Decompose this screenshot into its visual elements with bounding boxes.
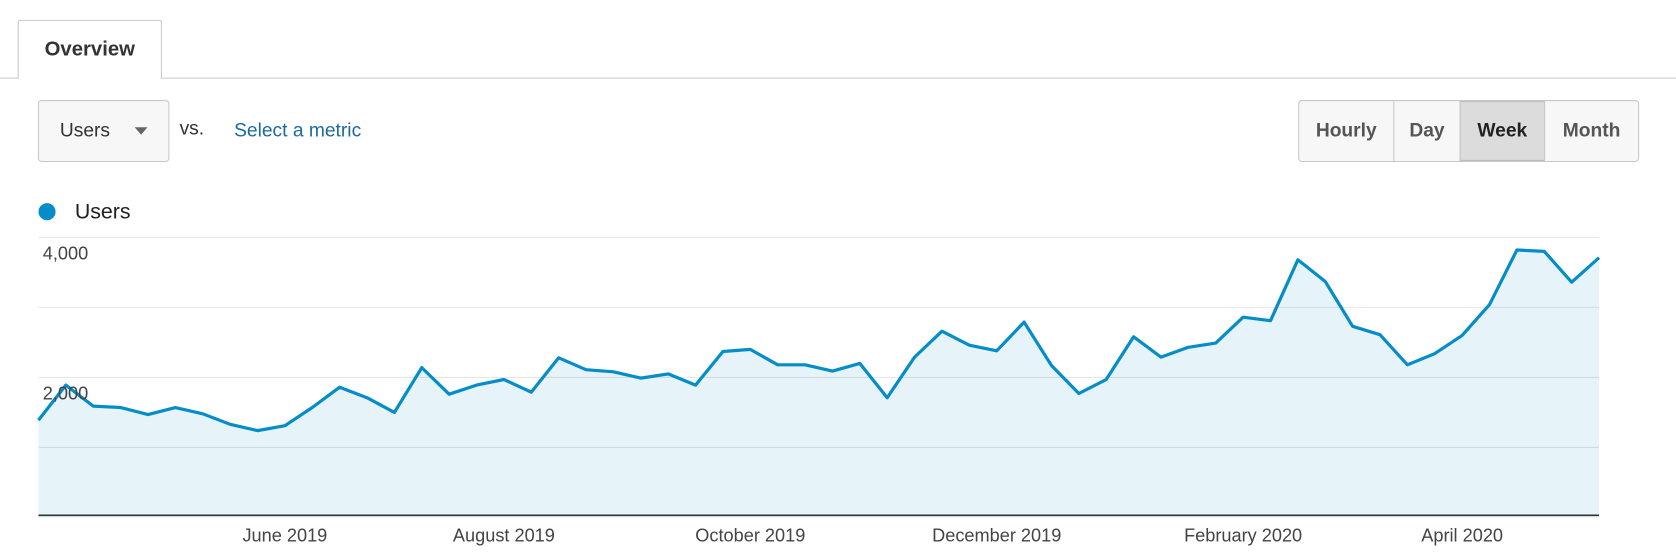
area-fill: [38, 249, 1600, 518]
granularity-button[interactable]: Month: [1563, 121, 1621, 142]
tab[interactable]: [17, 19, 162, 79]
select-metric-link[interactable]: Select a metric: [234, 121, 361, 142]
x-tick-label: June 2019: [242, 525, 327, 545]
tab-label[interactable]: Overview: [45, 39, 135, 61]
y-tick-label: 4,000: [43, 243, 88, 263]
y-tick-label: 2,000: [43, 383, 88, 403]
vs-label: vs.: [180, 119, 205, 140]
button-selected[interactable]: [1459, 101, 1546, 161]
x-tick-label: August 2019: [453, 525, 555, 545]
x-tick-label: October 2019: [695, 525, 805, 545]
x-tick-label: December 2019: [932, 525, 1061, 545]
chart: Users 2,000 4,000 June 2019 August 2019 Octob…: [37, 199, 1601, 545]
legend-marker: [38, 203, 56, 221]
metric-dropdown[interactable]: [37, 100, 170, 163]
x-tick-label: February 2020: [1184, 525, 1302, 545]
legend-label: Users: [75, 199, 131, 223]
granularity-button[interactable]: Week: [1477, 121, 1527, 142]
dropdown-caret: [134, 127, 148, 135]
granularity-button[interactable]: Day: [1409, 121, 1445, 142]
granularity-button[interactable]: Hourly: [1316, 121, 1377, 142]
metric-label[interactable]: Users: [60, 121, 110, 142]
series-line: [37, 248, 1601, 433]
x-tick-label: April 2020: [1421, 525, 1503, 545]
granularity-buttons: Hourly Day Week Month: [1298, 100, 1640, 163]
